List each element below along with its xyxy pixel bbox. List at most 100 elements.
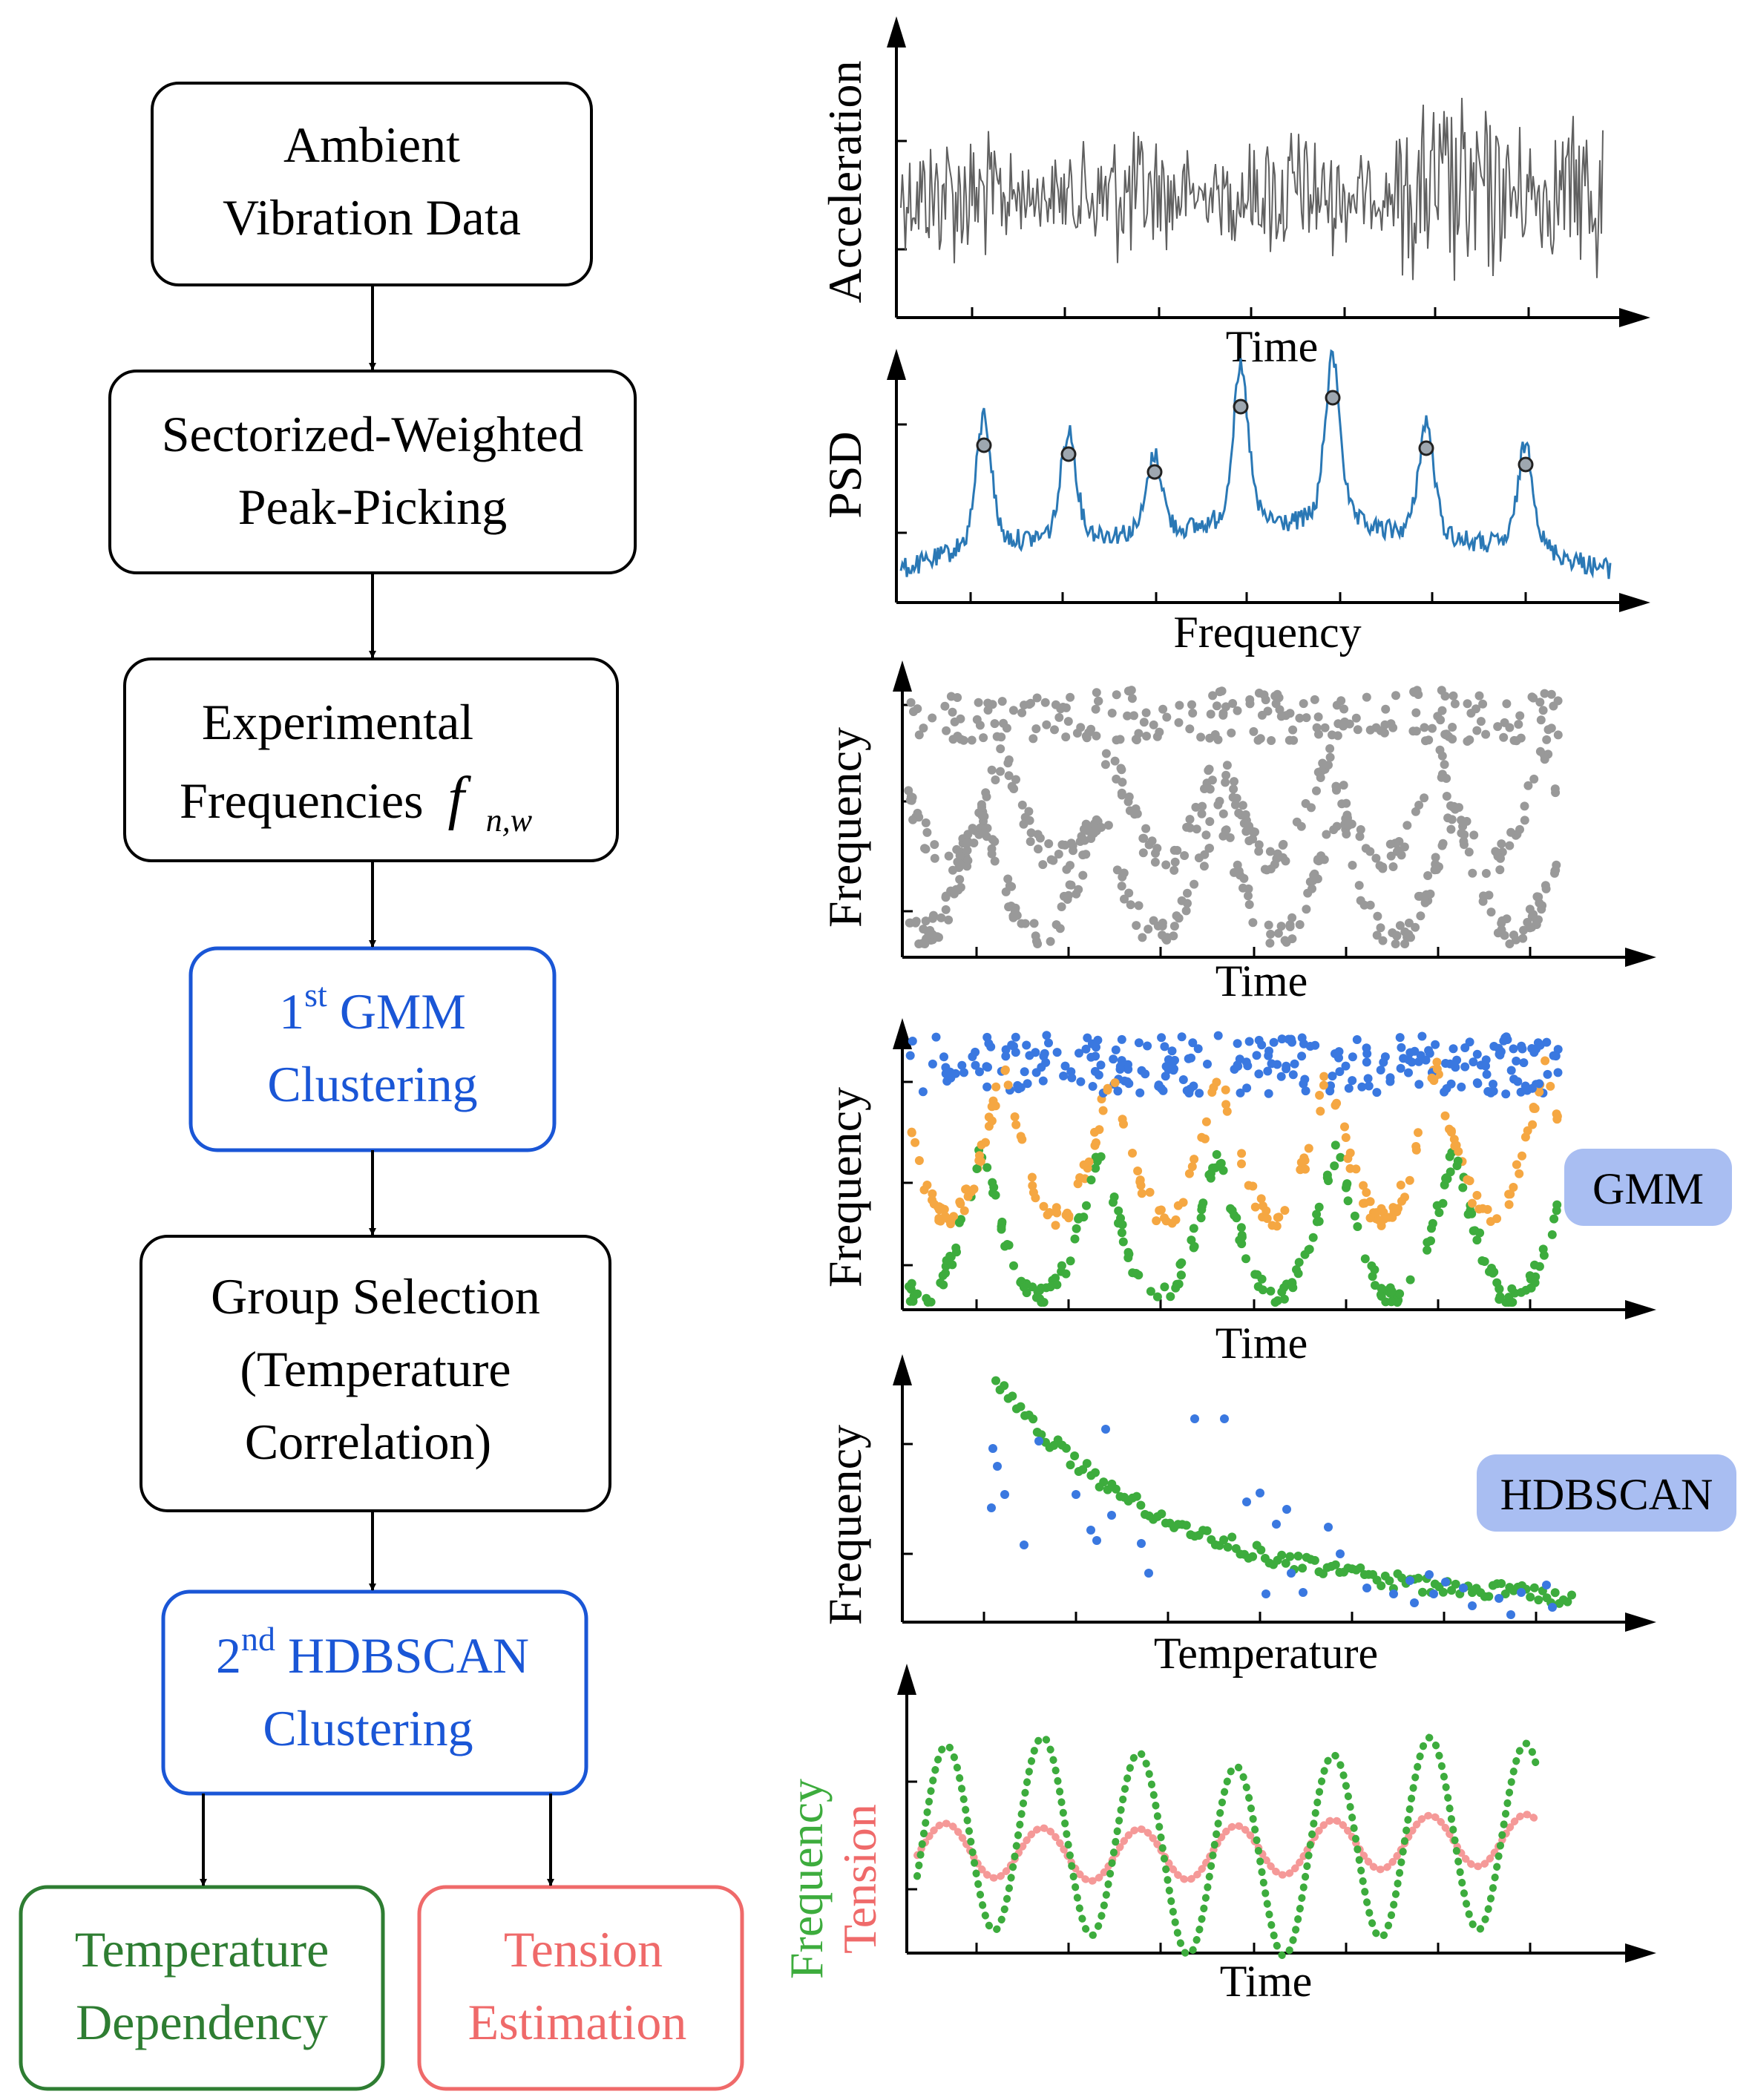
gmm-point bbox=[1506, 1298, 1515, 1307]
gmm-point bbox=[1518, 1044, 1527, 1054]
hdbscan-noise-point bbox=[1256, 1489, 1264, 1497]
hdbscan-point bbox=[1256, 1545, 1266, 1555]
raw-frequency-point bbox=[1033, 939, 1043, 948]
hdbscan-noise-point bbox=[1072, 1490, 1080, 1499]
raw-frequency-point bbox=[941, 891, 951, 901]
raw-frequency-point bbox=[920, 844, 929, 853]
gmm-point bbox=[984, 1112, 994, 1122]
raw-frequency-point bbox=[1386, 851, 1396, 861]
gmm-point bbox=[1235, 1054, 1244, 1064]
raw-frequency-point bbox=[1411, 807, 1420, 816]
raw-frequency-point bbox=[1138, 833, 1148, 843]
gmm-point bbox=[1512, 1160, 1521, 1169]
gmm-point bbox=[1090, 1127, 1099, 1137]
gmm-point bbox=[922, 1293, 931, 1303]
raw-frequency-y-arrow-icon bbox=[893, 660, 912, 692]
gmm-point bbox=[1057, 1261, 1066, 1270]
raw-frequency-point bbox=[1188, 709, 1198, 718]
raw-frequency-point bbox=[1017, 919, 1026, 928]
raw-frequency-point bbox=[930, 853, 939, 863]
gmm-point bbox=[1481, 1061, 1490, 1071]
raw-frequency-point bbox=[1437, 706, 1447, 715]
gmm-point bbox=[1501, 1089, 1511, 1099]
raw-frequency-point bbox=[1295, 713, 1305, 723]
hdbscan-point bbox=[1281, 1558, 1290, 1568]
gmm-point bbox=[1161, 1072, 1170, 1081]
gmm-point bbox=[939, 1052, 948, 1062]
raw-frequency-point bbox=[1218, 709, 1228, 718]
raw-frequency-point bbox=[1063, 717, 1073, 726]
gmm-point bbox=[1446, 1167, 1455, 1177]
raw-frequency-point bbox=[1385, 839, 1395, 849]
raw-frequency-point bbox=[1155, 727, 1164, 737]
raw-frequency-point bbox=[1187, 700, 1196, 709]
gmm-point bbox=[928, 1059, 937, 1069]
raw-frequency-point bbox=[1520, 801, 1529, 811]
gmm-point bbox=[1552, 1112, 1562, 1121]
hdbscan-point bbox=[1497, 1579, 1506, 1588]
psd-peak-marker-5 bbox=[1325, 390, 1341, 406]
raw-frequency-point bbox=[1414, 891, 1423, 901]
raw-frequency-point bbox=[1465, 735, 1474, 744]
hdbscan-noise-point bbox=[1425, 1570, 1434, 1579]
raw-frequency-point bbox=[980, 827, 989, 837]
raw-frequency-point bbox=[968, 824, 977, 833]
gmm-point bbox=[1164, 1065, 1173, 1074]
hdbscan-noise-point bbox=[1272, 1520, 1281, 1529]
raw-frequency-point bbox=[1351, 713, 1361, 723]
box-hdbscan-ordinal-suffix: nd bbox=[241, 1620, 275, 1658]
hdbscan-point bbox=[1567, 1590, 1576, 1600]
gmm-point bbox=[1362, 1057, 1371, 1067]
box-hdbscan-line2: Clustering bbox=[263, 1700, 473, 1756]
gmm-point bbox=[1176, 1270, 1186, 1280]
gmm-point bbox=[1244, 1181, 1253, 1190]
raw-frequency-point bbox=[1516, 733, 1526, 743]
raw-frequency-point bbox=[996, 767, 1005, 776]
raw-frequency-point bbox=[1425, 889, 1435, 899]
raw-frequency-point bbox=[1348, 861, 1357, 870]
gmm-point bbox=[1477, 1256, 1487, 1265]
raw-frequency-point bbox=[1222, 761, 1232, 770]
raw-frequency-point bbox=[928, 913, 937, 923]
gmm-point bbox=[1316, 1106, 1325, 1116]
raw-frequency-point bbox=[1541, 884, 1551, 893]
gmm-point bbox=[1297, 1033, 1307, 1043]
raw-frequency-point bbox=[1169, 922, 1179, 931]
gmm-point bbox=[1133, 1167, 1143, 1175]
hdbscan-x-arrow-icon bbox=[1625, 1612, 1656, 1632]
gmm-point bbox=[1523, 1126, 1532, 1135]
raw-frequency-point bbox=[1505, 939, 1515, 948]
raw-frequency-point bbox=[979, 733, 988, 743]
raw-frequency-point bbox=[1464, 847, 1474, 857]
hdbscan-point bbox=[1377, 1581, 1386, 1590]
box-gmm-line2: Clustering bbox=[267, 1056, 477, 1112]
raw-frequency-point bbox=[1054, 850, 1063, 859]
raw-frequency-point bbox=[1072, 729, 1082, 738]
gmm-point bbox=[951, 1069, 960, 1078]
gmm-point bbox=[1009, 1041, 1018, 1051]
raw-frequency-point bbox=[1253, 735, 1263, 745]
gmm-point bbox=[1237, 1159, 1246, 1169]
raw-frequency-point bbox=[1281, 856, 1290, 866]
raw-frequency-point bbox=[1344, 821, 1354, 830]
psd-panel: PSD Frequency bbox=[818, 349, 1650, 657]
raw-frequency-point bbox=[1535, 698, 1545, 707]
raw-frequency-point bbox=[975, 721, 985, 730]
raw-frequency-point bbox=[1540, 689, 1549, 698]
gmm-point bbox=[1166, 1292, 1175, 1302]
raw-frequency-point bbox=[1180, 851, 1190, 860]
gmm-point bbox=[1215, 1159, 1225, 1169]
gmm-point bbox=[1000, 1066, 1010, 1075]
gmm-point bbox=[982, 1032, 992, 1042]
raw-frequency-point bbox=[1244, 900, 1254, 909]
hdbscan-noise-point bbox=[1137, 1539, 1146, 1548]
gmm-point bbox=[1331, 1141, 1340, 1150]
tension-curve bbox=[913, 1811, 1540, 1885]
raw-frequency-point bbox=[1044, 839, 1054, 848]
gmm-point bbox=[1319, 1080, 1328, 1090]
raw-frequency-point bbox=[1527, 692, 1537, 702]
gmm-point bbox=[1254, 1069, 1264, 1079]
raw-frequency-point bbox=[1040, 698, 1050, 707]
raw-frequency-point bbox=[1062, 864, 1072, 874]
raw-frequency-point bbox=[1441, 730, 1451, 740]
